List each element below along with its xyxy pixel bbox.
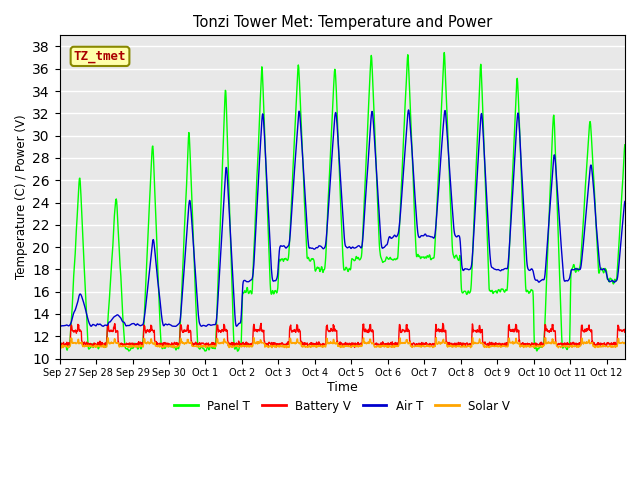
Panel T — [219, 156, 227, 162]
Air T — [547, 194, 554, 200]
Panel T — [157, 341, 165, 347]
Solar V — [58, 345, 65, 351]
Battery V — [484, 341, 492, 347]
Panel T — [440, 49, 448, 55]
Solar V — [220, 339, 227, 345]
Air T — [157, 309, 165, 314]
Solar V — [250, 335, 258, 340]
Battery V — [271, 342, 278, 348]
X-axis label: Time: Time — [327, 381, 358, 394]
Solar V — [621, 340, 628, 346]
Battery V — [547, 326, 554, 332]
Text: TZ_tmet: TZ_tmet — [74, 50, 126, 63]
Solar V — [271, 344, 278, 350]
Battery V — [56, 341, 63, 347]
Line: Battery V: Battery V — [60, 324, 625, 348]
Battery V — [621, 329, 628, 335]
Solar V — [168, 344, 176, 350]
Battery V — [257, 321, 265, 326]
Panel T — [168, 343, 175, 349]
Air T — [271, 278, 278, 284]
Solar V — [56, 344, 63, 350]
Air T — [484, 218, 492, 224]
Y-axis label: Temperature (C) / Power (V): Temperature (C) / Power (V) — [15, 115, 28, 279]
Air T — [168, 323, 175, 329]
Panel T — [484, 256, 492, 262]
Air T — [172, 324, 179, 329]
Battery V — [168, 340, 175, 346]
Solar V — [547, 341, 554, 347]
Battery V — [157, 342, 165, 348]
Legend: Panel T, Battery V, Air T, Solar V: Panel T, Battery V, Air T, Solar V — [170, 395, 515, 417]
Air T — [404, 107, 412, 113]
Line: Air T: Air T — [60, 110, 625, 326]
Panel T — [56, 340, 63, 346]
Line: Panel T: Panel T — [60, 52, 625, 351]
Battery V — [219, 327, 227, 333]
Air T — [621, 199, 628, 204]
Panel T — [621, 142, 628, 148]
Air T — [56, 321, 63, 326]
Panel T — [271, 289, 278, 295]
Panel T — [234, 348, 241, 354]
Panel T — [547, 175, 554, 181]
Solar V — [484, 344, 492, 349]
Solar V — [157, 344, 165, 350]
Line: Solar V: Solar V — [60, 337, 625, 348]
Title: Tonzi Tower Met: Temperature and Power: Tonzi Tower Met: Temperature and Power — [193, 15, 492, 30]
Battery V — [351, 345, 358, 350]
Air T — [220, 209, 227, 215]
